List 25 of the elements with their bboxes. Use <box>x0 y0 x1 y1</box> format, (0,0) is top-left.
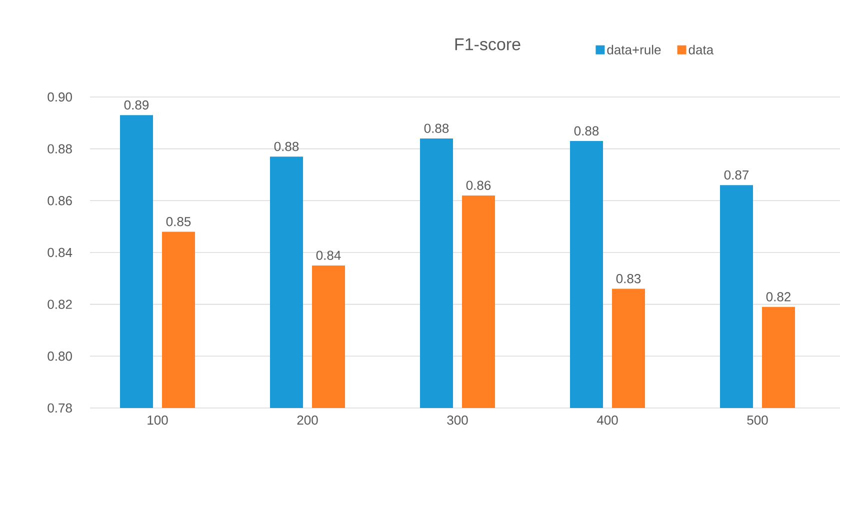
x-tick-label: 400 <box>596 416 618 425</box>
x-tick-label: 300 <box>447 416 468 425</box>
x-tick-label: 500 <box>747 416 768 425</box>
y-tick-label: 0.82 <box>48 300 72 309</box>
chart-title: F1-score <box>455 38 520 50</box>
data-label: 0.88 <box>574 126 599 136</box>
x-tick-label: 200 <box>297 416 318 425</box>
data-label: 0.89 <box>124 100 149 110</box>
data-label: 0.87 <box>724 170 748 180</box>
y-tick-label: 0.84 <box>48 248 72 258</box>
data-label: 0.85 <box>166 217 191 226</box>
data-label: 0.84 <box>316 250 341 260</box>
y-tick-label: 0.90 <box>48 92 72 102</box>
data-label: 0.88 <box>274 142 299 152</box>
legend-label: data <box>688 44 714 54</box>
data-label: 0.88 <box>424 124 449 133</box>
y-tick-label: 0.86 <box>48 196 72 206</box>
data-label: 0.86 <box>466 180 491 190</box>
data-label: 0.83 <box>616 274 641 284</box>
legend-label: data+rule <box>607 44 661 54</box>
y-tick-label: 0.88 <box>48 144 72 154</box>
x-tick-label: 100 <box>148 416 168 425</box>
y-tick-label: 0.80 <box>48 352 72 361</box>
y-tick-label: 0.78 <box>48 403 72 413</box>
data-label: 0.82 <box>766 292 790 302</box>
